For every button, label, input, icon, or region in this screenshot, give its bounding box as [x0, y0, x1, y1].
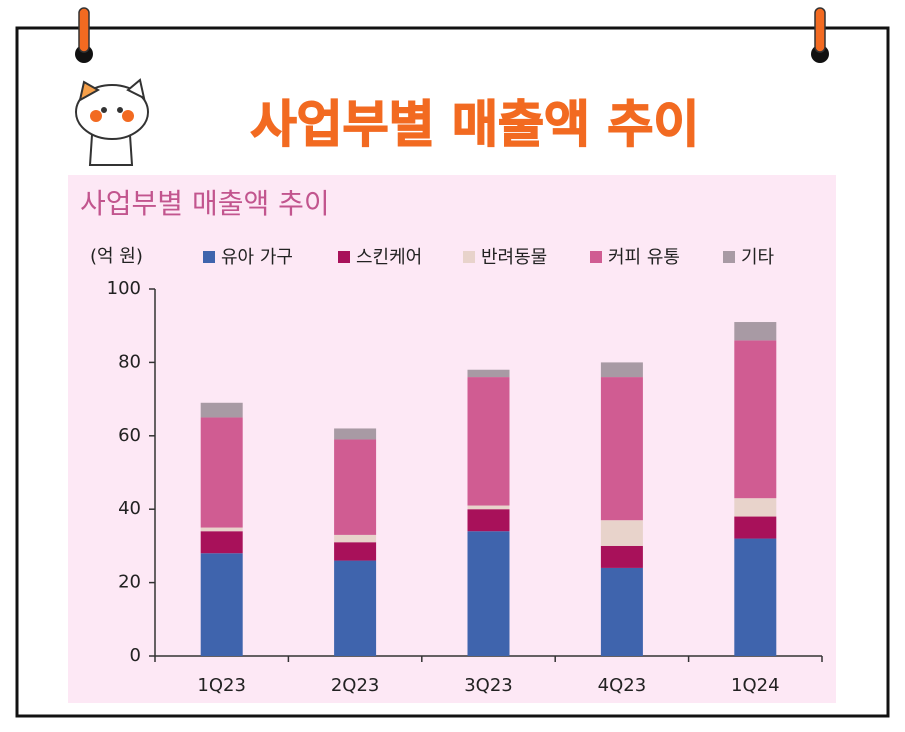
bar-segment: [734, 322, 777, 341]
bar-segment: [467, 509, 510, 532]
y-tick-label: 0: [130, 645, 141, 666]
bar-segment: [467, 531, 510, 656]
bar-segment: [334, 439, 377, 535]
bar-segment: [334, 560, 377, 656]
y-tick-label: 100: [107, 278, 141, 299]
bar-segment: [600, 520, 643, 546]
bar-segment: [200, 527, 243, 532]
y-tick-label: 20: [118, 572, 141, 593]
chart-panel: [68, 175, 836, 703]
x-tick-label: 1Q24: [731, 675, 780, 696]
y-tick-label: 80: [118, 351, 141, 372]
bar-segment: [200, 531, 243, 554]
legend-swatch: [463, 251, 475, 263]
bar-segment: [467, 505, 510, 510]
legend-swatch: [203, 251, 215, 263]
bar-segment: [734, 498, 777, 517]
y-tick-label: 60: [118, 425, 141, 446]
legend-swatch: [590, 251, 602, 263]
bar-segment: [734, 340, 777, 499]
y-axis-label: (억 원): [90, 246, 143, 267]
x-tick-label: 3Q23: [464, 675, 513, 696]
chart-title: 사업부별 매출액 추이: [80, 187, 330, 220]
legend-label: 기타: [741, 247, 775, 268]
y-tick-label: 40: [118, 498, 141, 519]
bar-segment: [200, 402, 243, 418]
bar-segment: [600, 377, 643, 521]
bar-segment: [200, 553, 243, 656]
bar-segment: [334, 428, 377, 440]
page-title: 사업부별 매출액 추이: [251, 96, 700, 154]
bar-segment: [467, 377, 510, 506]
bar-segment: [334, 534, 377, 543]
x-tick-label: 4Q23: [598, 675, 647, 696]
legend-swatch: [723, 251, 735, 263]
bar-segment: [734, 538, 777, 656]
legend-label: 반려동물: [481, 247, 547, 268]
x-tick-label: 1Q23: [197, 675, 246, 696]
x-tick-label: 2Q23: [331, 675, 380, 696]
legend-swatch: [338, 251, 350, 263]
bar-segment: [734, 516, 777, 539]
bar-segment: [467, 369, 510, 378]
legend-label: 스킨케어: [356, 247, 422, 268]
legend-label: 유아 가구: [221, 247, 293, 268]
bar-segment: [200, 417, 243, 528]
bar-segment: [334, 542, 377, 561]
legend-label: 커피 유통: [608, 247, 680, 268]
bar-segment: [600, 362, 643, 378]
cat-icon: [75, 78, 149, 166]
bar-segment: [600, 567, 643, 656]
pins: [75, 7, 829, 63]
bar-segment: [600, 545, 643, 568]
